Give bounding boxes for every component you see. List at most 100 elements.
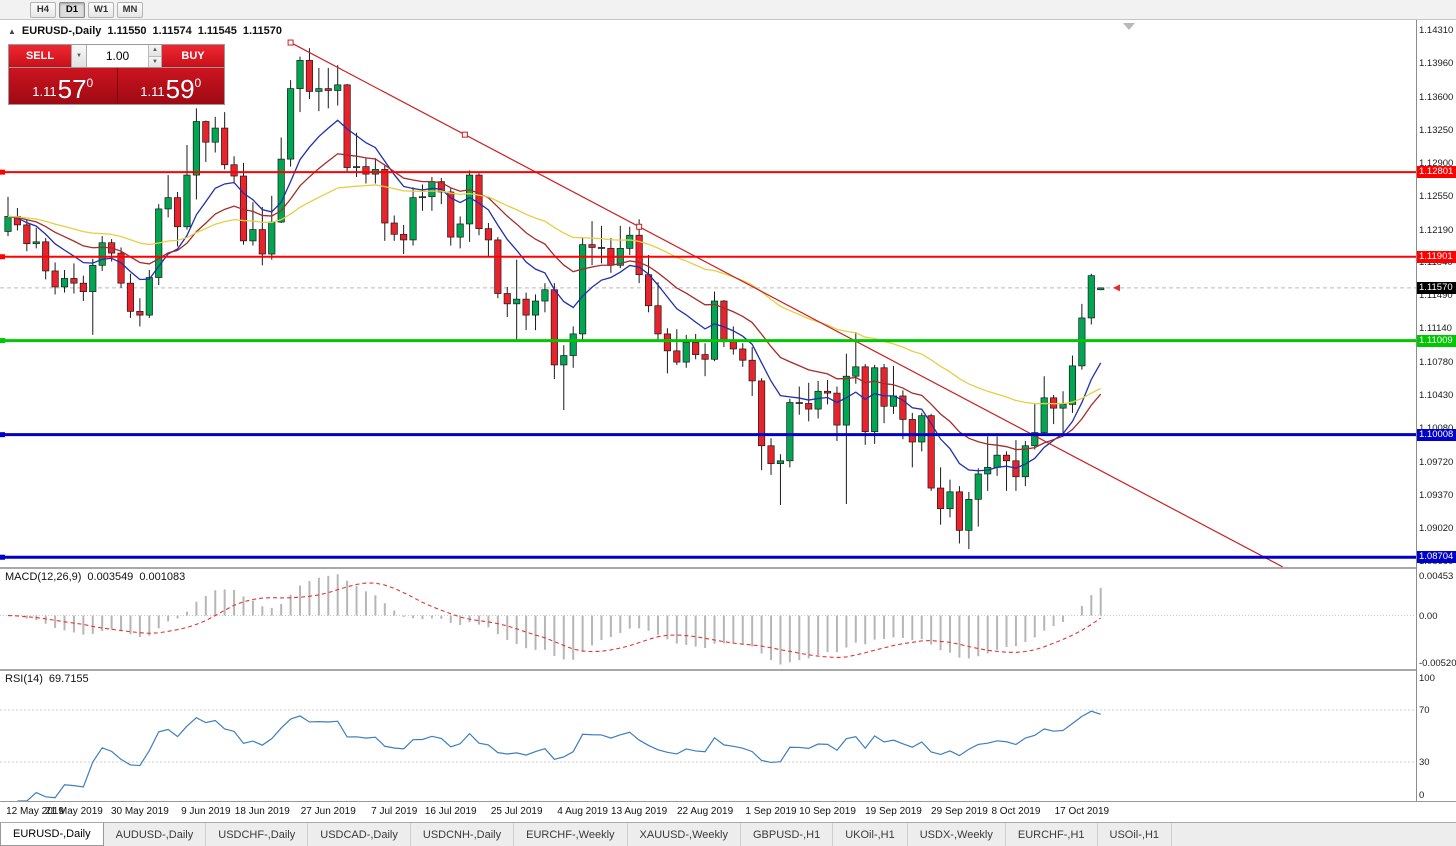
time-axis-label: 21 May 2019 <box>45 806 103 817</box>
price-scale-tick: 1.13250 <box>1419 124 1454 136</box>
chart-tab-xauusd-weekly[interactable]: XAUUSD-,Weekly <box>627 823 741 846</box>
time-axis-label: 18 Jun 2019 <box>234 806 290 817</box>
time-axis-label: 29 Sep 2019 <box>931 806 988 817</box>
volume-stepper: ▲ ▼ <box>148 45 161 67</box>
price-scale-tick: 1.11490 <box>1419 290 1453 302</box>
price-scale-tick: 1.12550 <box>1419 190 1454 202</box>
chart-tab-eurusd-daily[interactable]: EURUSD-,Daily <box>0 823 104 846</box>
hline-price-label: 1.11009 <box>1417 334 1456 347</box>
spin-up-button[interactable]: ▲ <box>149 45 161 56</box>
arrow-down-icon: ▼ <box>152 58 158 65</box>
timeframe-button-mn[interactable]: MN <box>117 1 143 18</box>
chart-tab-usdcnh-daily[interactable]: USDCNH-,Daily <box>410 823 515 846</box>
price-scale[interactable]: 1.14310 1.13960 1.13600 1.13250 1.12900 1.125… <box>1416 20 1456 801</box>
price-scale-tick: 1.09720 <box>1419 456 1454 468</box>
chart-tab-gbpusd-h1[interactable]: GBPUSD-,H1 <box>740 823 834 846</box>
chart-tab-usdx-weekly[interactable]: USDX-,Weekly <box>907 823 1006 846</box>
chart-tab-ukoil-h1[interactable]: UKOil-,H1 <box>833 823 908 846</box>
chevron-down-icon: ▼ <box>76 53 82 59</box>
rsi-scale-label: 70 <box>1419 705 1430 716</box>
rsi-pane-canvas[interactable] <box>0 671 1416 801</box>
macd-scale-label: 0.00453 <box>1419 571 1454 582</box>
time-axis-label: 9 Jun 2019 <box>181 806 231 817</box>
chart-tab-usdcad-daily[interactable]: USDCAD-,Daily <box>308 823 411 846</box>
macd-scale-label: -0.00520 <box>1419 658 1456 669</box>
time-axis-label: 25 Jul 2019 <box>490 806 543 817</box>
rsi-title: RSI(14) <box>5 673 43 685</box>
price-scale-tick: 1.09020 <box>1419 522 1454 534</box>
macd-title: MACD(12,26,9) <box>5 571 82 583</box>
buy-price-display[interactable]: 1.11 59 0 <box>116 68 224 104</box>
chart-tab-bar: EURUSD-,Daily AUDUSD-,Daily USDCHF-,Daily U… <box>0 822 1456 846</box>
sell-price-figure: 1.11 <box>32 84 57 100</box>
rsi-scale-label: 0 <box>1419 790 1425 801</box>
price-scale-tick: 1.10780 <box>1419 357 1454 369</box>
buy-price-pipette: 0 <box>194 76 202 90</box>
hline-price-label: 1.10008 <box>1417 428 1456 441</box>
price-scale-tick: 1.11840 <box>1419 257 1453 269</box>
pane-separator-macd[interactable] <box>0 567 1456 569</box>
price-chart-canvas[interactable] <box>0 20 1416 567</box>
sell-button[interactable]: SELL <box>9 45 71 67</box>
timeframe-button-w1[interactable]: W1 <box>88 1 114 18</box>
price-scale-tick: 1.14310 <box>1419 25 1454 37</box>
hline-price-label: 1.12801 <box>1417 166 1456 179</box>
macd-pane-canvas[interactable] <box>0 569 1416 669</box>
rsi-header: RSI(14) 69.7155 <box>5 673 89 685</box>
chart-ohlc-header: ▲ EURUSD-,Daily 1.11550 1.11574 1.11545 … <box>8 25 282 37</box>
time-axis-label: 27 Jun 2019 <box>300 806 356 817</box>
spin-down-button[interactable]: ▼ <box>149 55 161 67</box>
buy-price-figure: 1.11 <box>140 84 165 100</box>
macd-main-value: 0.003549 <box>87 571 134 583</box>
buy-button[interactable]: BUY <box>162 45 224 67</box>
price-scale-tick: 1.13960 <box>1419 58 1454 70</box>
price-scale-tick: 1.12900 <box>1419 157 1454 169</box>
time-axis-label: 17 Oct 2019 <box>1054 806 1110 817</box>
price-scale-tick: 1.11140 <box>1419 323 1452 335</box>
hline-price-label: 1.08704 <box>1417 551 1456 564</box>
chart-tab-usdchf-daily[interactable]: USDCHF-,Daily <box>206 823 309 846</box>
time-axis-label: 8 Oct 2019 <box>991 806 1041 817</box>
sell-price-pipette: 0 <box>86 76 94 90</box>
ohlc-low: 1.11545 <box>197 25 237 37</box>
time-axis-label: 16 Jul 2019 <box>424 806 477 817</box>
price-scale-tick: 1.10080 <box>1419 423 1453 434</box>
price-scale-tick: 1.12190 <box>1419 224 1454 236</box>
timeframe-button-h4[interactable]: H4 <box>30 1 56 18</box>
volume-value[interactable]: 1.00 <box>105 49 130 63</box>
ohlc-open: 1.11550 <box>107 25 147 37</box>
current-price-label: 1.11570 <box>1417 281 1456 294</box>
chart-tab-eurchf-h1[interactable]: EURCHF-,H1 <box>1005 823 1098 846</box>
hline-price-label: 1.11901 <box>1417 250 1456 263</box>
sell-price-pips: 57 <box>57 73 87 104</box>
pane-separator-rsi[interactable] <box>0 669 1456 671</box>
time-axis-label: 4 Aug 2019 <box>557 806 608 817</box>
time-axis-label: 1 Sep 2019 <box>745 806 797 817</box>
one-click-collapse-icon[interactable]: ▲ <box>8 26 16 36</box>
time-axis-label: 22 Aug 2019 <box>676 806 734 817</box>
arrow-up-icon: ▲ <box>152 47 158 54</box>
price-scale-tick: 1.13600 <box>1419 92 1454 104</box>
buy-price-pips: 59 <box>165 73 195 104</box>
price-scale-tick: 1.10430 <box>1419 390 1454 401</box>
time-axis[interactable]: 12 May 2019 21 May 2019 30 May 2019 9 Jun 2… <box>0 802 1416 822</box>
timeframe-button-d1[interactable]: D1 <box>59 1 85 18</box>
chart-tab-usoil-h1[interactable]: USOil-,H1 <box>1097 823 1173 846</box>
rsi-value: 69.7155 <box>48 673 89 685</box>
volume-dropdown-button[interactable]: ▼ <box>71 45 87 67</box>
ohlc-close: 1.11570 <box>242 25 283 37</box>
time-axis-separator <box>0 801 1456 802</box>
volume-input[interactable]: 1.00 ▲ ▼ <box>87 45 162 67</box>
price-scale-tick: 1.09370 <box>1419 489 1454 501</box>
macd-signal-value: 0.001083 <box>139 571 186 583</box>
timeframe-buttons: H4 D1 W1 MN <box>30 1 143 18</box>
ohlc-high: 1.11574 <box>152 25 192 37</box>
chart-tab-audusd-daily[interactable]: AUDUSD-,Daily <box>103 823 207 846</box>
chart-tab-eurchf-weekly[interactable]: EURCHF-,Weekly <box>514 823 628 846</box>
one-click-trading-panel: SELL ▼ 1.00 ▲ ▼ BUY 1.11 57 0 1.11 59 <box>8 44 225 105</box>
sell-price-display[interactable]: 1.11 57 0 <box>9 68 117 104</box>
time-axis-label: 10 Sep 2019 <box>799 806 856 817</box>
time-axis-label: 12 May 2019 <box>6 806 64 817</box>
timeframe-toolbar: H4 D1 W1 MN <box>0 0 1456 20</box>
